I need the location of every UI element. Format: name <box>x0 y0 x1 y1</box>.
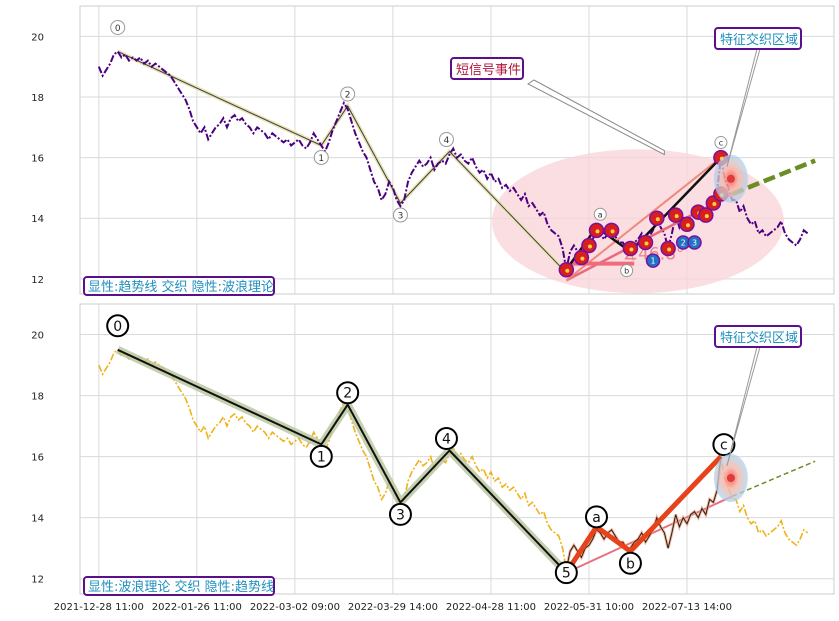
wave-label-circle <box>110 19 126 35</box>
signal-marker-dot <box>580 256 585 261</box>
signal-event-box <box>450 57 524 80</box>
wave-line <box>117 51 567 274</box>
small-label-circle <box>593 207 607 221</box>
wave-label: 0 <box>113 319 122 335</box>
x-tick-label: 2022-07-13 14:00 <box>642 602 732 613</box>
feature-zone-label: 特征交织区域 <box>720 330 798 346</box>
signal-marker-dot <box>685 223 690 228</box>
plot-area <box>79 303 835 595</box>
signal-arrow <box>527 79 665 156</box>
feature-zone-box <box>714 325 802 348</box>
x-tick-label: 2022-01-26 11:00 <box>152 602 242 613</box>
trend-projection <box>731 158 816 197</box>
y-tick-label: 18 <box>31 93 44 104</box>
info-box <box>83 576 275 596</box>
trend-projection <box>731 460 816 498</box>
y-tick-label: 20 <box>31 331 44 342</box>
info-box-text: 显性:趋势线 交织 隐性:波浪理论 <box>88 279 274 295</box>
wave-label: b <box>626 556 635 572</box>
small-label-circle <box>714 136 728 150</box>
small-label: b <box>624 267 629 276</box>
x-tick-label: 2021-12-28 11:00 <box>54 602 144 613</box>
signal-event-label: 短信号事件 <box>456 63 521 78</box>
signal-marker-dot <box>610 229 615 234</box>
signal-marker-dot <box>644 241 649 246</box>
wave-label: c <box>720 438 728 454</box>
signal-marker-down <box>645 253 661 268</box>
wave-label-circle <box>438 132 454 148</box>
feature-core <box>726 474 735 482</box>
small-label: a <box>598 210 603 219</box>
y-tick-label: 14 <box>31 514 44 525</box>
y-tick-label: 20 <box>31 32 44 43</box>
signal-marker-label: 2 <box>681 238 686 247</box>
abc-line <box>565 156 722 271</box>
wave-label-circle <box>434 427 458 451</box>
y-tick-label: 16 <box>31 154 44 165</box>
small-label: c <box>719 139 723 148</box>
wave-label-circle <box>712 433 736 457</box>
wave-label: 0 <box>115 24 121 34</box>
signal-marker-dot <box>712 202 717 207</box>
wave-label-circle <box>554 561 578 585</box>
signal-marker-dot <box>667 247 672 252</box>
wave-label-circle <box>313 149 329 165</box>
wave-label-circle <box>336 381 360 405</box>
wave-label: 3 <box>396 507 405 523</box>
wave-label-circle <box>392 207 408 223</box>
wave-label: 1 <box>317 449 326 465</box>
wave-label-circle <box>584 505 608 529</box>
wave-label-circle <box>618 551 642 575</box>
wave-label-circle <box>106 314 130 338</box>
wave-label: 5 <box>562 566 571 582</box>
info-box <box>83 276 275 296</box>
feature-core <box>726 174 735 183</box>
signal-marker-dot <box>629 247 634 252</box>
x-tick-label: 2022-03-29 14:00 <box>348 602 438 613</box>
signal-marker-dot <box>655 217 660 222</box>
x-tick-label: 2022-05-31 10:00 <box>544 602 634 613</box>
wave-label: 4 <box>442 432 451 448</box>
small-label-circle <box>620 264 634 278</box>
abc-line <box>564 454 723 574</box>
signal-marker-dot <box>565 268 570 273</box>
y-tick-label: 18 <box>31 392 44 403</box>
wave-label: 4 <box>444 136 450 146</box>
y-tick-label: 16 <box>31 453 44 464</box>
wave-label: 2 <box>345 91 351 101</box>
wave-label: 2 <box>343 386 352 402</box>
wave-label: 3 <box>398 212 404 222</box>
signal-marker-dot <box>595 229 600 234</box>
trend-upper <box>565 156 722 282</box>
feature-zone-label: 特征交织区域 <box>720 32 798 48</box>
info-box-text: 显性:波浪理论 交织 隐性:趋势线 <box>88 579 274 595</box>
wave-line <box>117 348 568 574</box>
wave-label: a <box>592 510 601 526</box>
signal-marker-label: 1 <box>650 257 655 266</box>
signal-marker-dot <box>674 214 679 219</box>
wave-label-circle <box>388 502 412 526</box>
y-tick-label: 12 <box>31 275 44 286</box>
signal-marker-down <box>687 235 702 250</box>
x-tick-label: 2022-03-02 09:00 <box>250 602 340 613</box>
signal-marker-dot <box>704 214 709 219</box>
y-tick-label: 12 <box>31 575 44 586</box>
signal-marker-dot <box>587 244 592 249</box>
panel-top: 1214161820∡46.8°01234abc123短信号事件特征交织区域显性… <box>31 5 835 296</box>
feature-zone-box <box>714 27 802 50</box>
y-tick-label: 14 <box>31 214 44 225</box>
wave-label: 1 <box>318 154 324 164</box>
x-tick-label: 2022-04-28 11:00 <box>446 602 536 613</box>
signal-marker-label: 3 <box>692 238 697 247</box>
wave-label-circle <box>340 86 356 102</box>
wave-label-circle <box>309 444 333 468</box>
